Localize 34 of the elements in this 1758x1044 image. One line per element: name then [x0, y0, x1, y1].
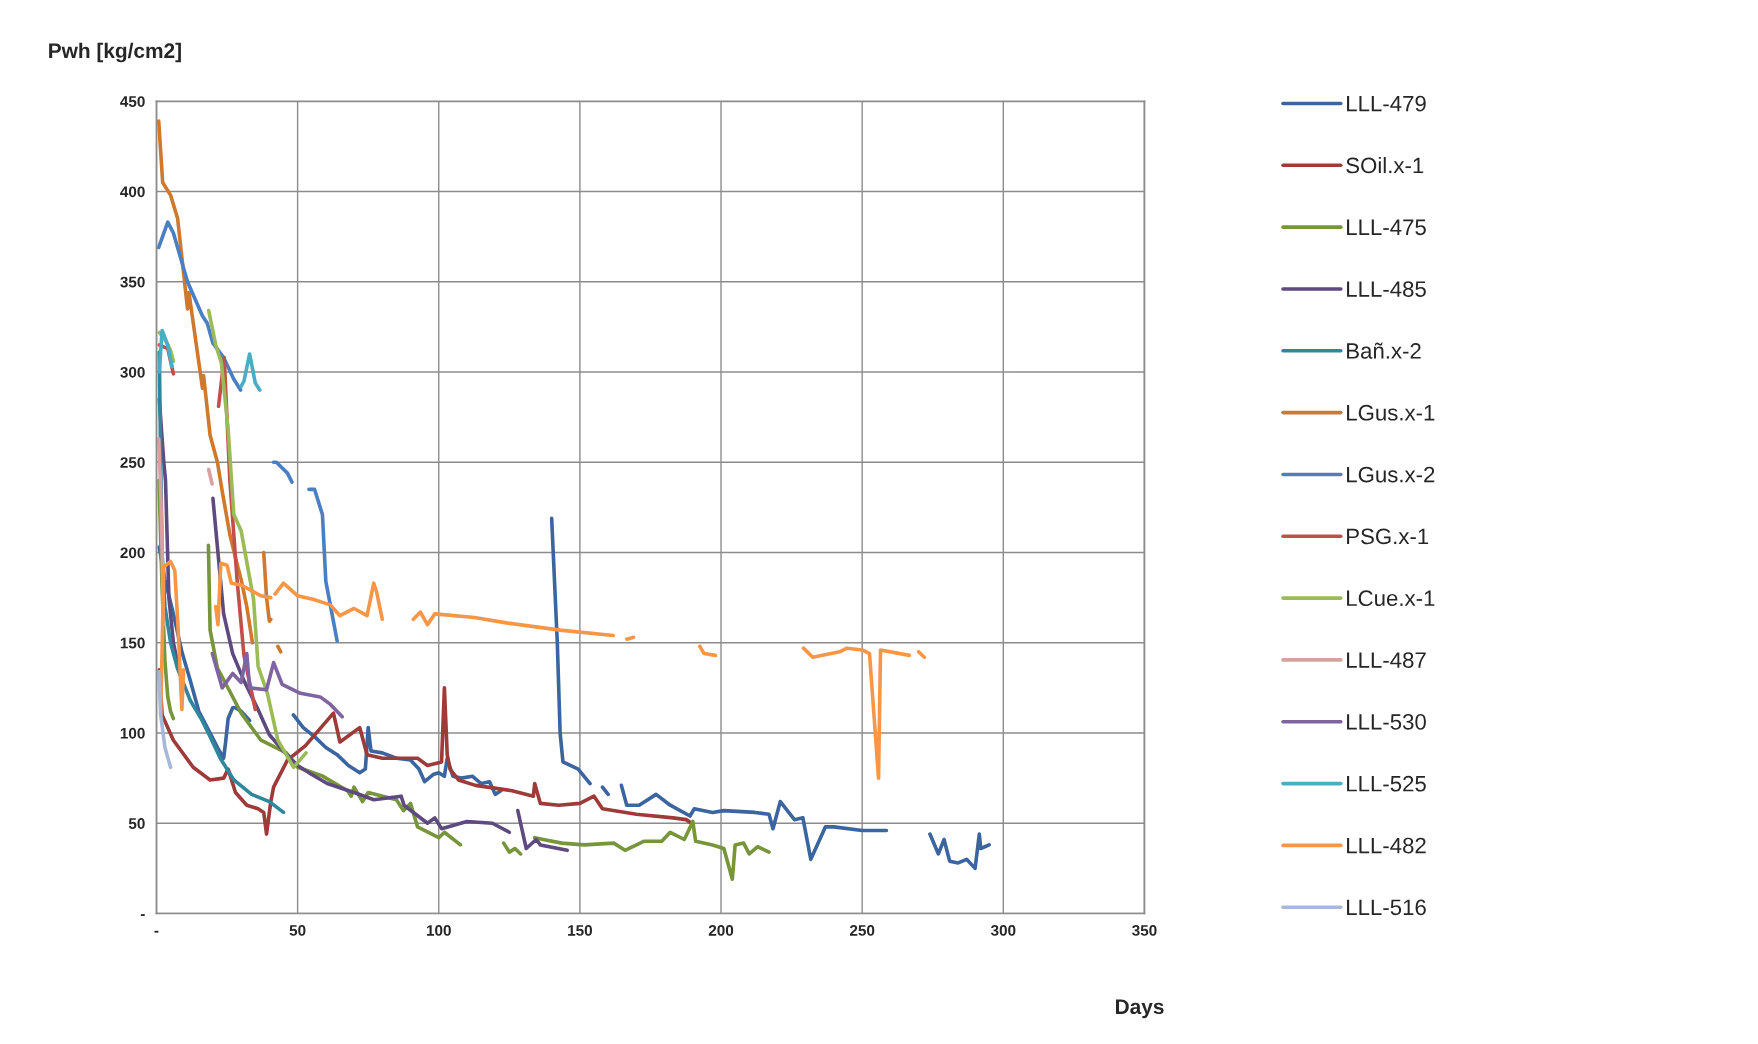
legend-label: LLL-485	[1347, 281, 1426, 297]
x-tick-label: 200	[708, 925, 734, 936]
legend-label: LLL-525	[1347, 775, 1426, 792]
x-tick-label: 350	[1132, 925, 1157, 936]
legend-label: PSG.x-1	[1347, 528, 1429, 545]
legend-label: LLL-516	[1347, 899, 1426, 916]
legend-label: LLL-530	[1347, 714, 1426, 730]
y-tick-label: 200	[120, 547, 145, 559]
legend-label: Bañ.x-2	[1347, 342, 1421, 359]
x-tick-label: -	[154, 930, 159, 933]
y-tick-label: 350	[120, 276, 145, 288]
x-tick-label: 150	[568, 925, 593, 936]
y-axis-title: Pwh [kg/cm2]	[49, 42, 181, 63]
legend-label: LLL-487	[1347, 652, 1426, 668]
y-tick-label: 100	[120, 727, 145, 739]
x-tick-label: 50	[289, 925, 306, 936]
x-tick-label: 300	[990, 925, 1016, 936]
legend-label: LGus.x-2	[1347, 466, 1435, 483]
legend-label: LLL-479	[1347, 95, 1426, 112]
legend-label: SOil.x-1	[1346, 156, 1424, 174]
y-tick-label: -	[140, 914, 145, 916]
legend-label: LLL-475	[1347, 219, 1426, 236]
x-tick-label: 250	[849, 925, 875, 936]
y-tick-label: 250	[120, 457, 145, 468]
y-tick-label: 50	[128, 818, 145, 829]
y-tick-label: 400	[120, 186, 145, 198]
y-tick-label: 300	[120, 366, 145, 378]
legend-label: LLL-482	[1347, 837, 1426, 854]
legend-label: LGus.x-1	[1347, 404, 1435, 421]
legend-label: LCue.x-1	[1347, 590, 1435, 607]
y-tick-label: 450	[120, 96, 145, 107]
x-tick-label: 100	[426, 925, 451, 936]
x-axis-title: Days	[1116, 999, 1164, 1019]
y-tick-label: 150	[120, 637, 145, 649]
